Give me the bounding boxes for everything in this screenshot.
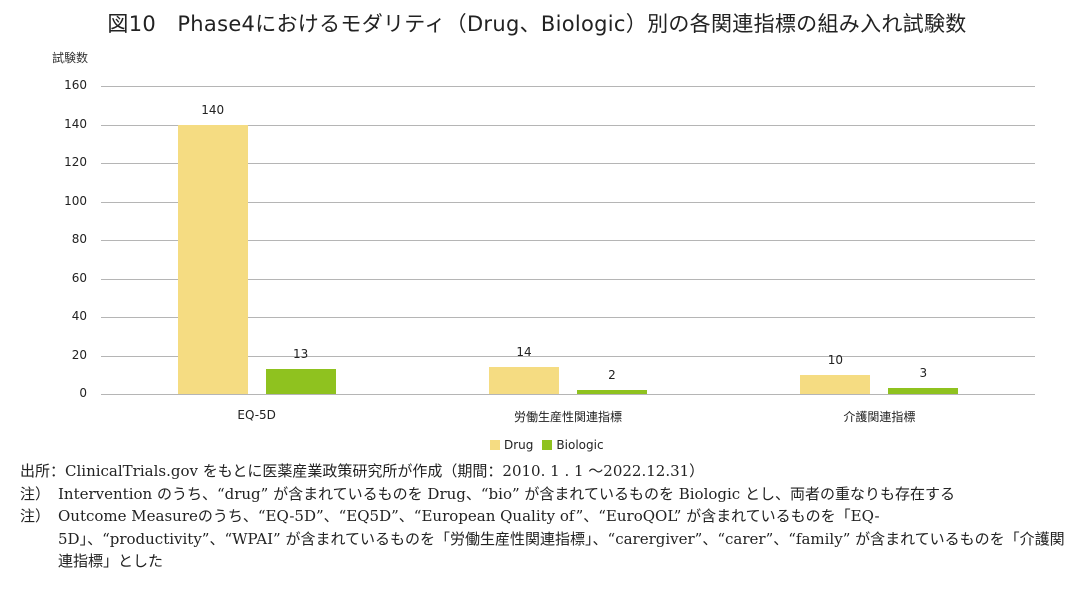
plot-area: 0 20 40 60 80 100 120 140 160 140 13 14 2 10 3 [64, 78, 1035, 400]
y-axis-label: 試験数 [52, 51, 89, 65]
note-2-text: Outcome Measureのうち、“EQ-5D”、“EQ5D”、“Europ… [58, 507, 1065, 570]
gridline [101, 124, 1035, 126]
gridline [101, 394, 1035, 395]
legend-label: Biologic [556, 438, 604, 452]
data-label: 14 [516, 345, 532, 360]
source-note: 出所：ClinicalTrials.gov をもとに医薬産業政策研究所が作成（期… [20, 462, 705, 480]
legend-label: Drug [504, 438, 534, 452]
data-label: 2 [608, 368, 616, 383]
x-category-label: EQ-5D [237, 408, 276, 422]
bar-drug [489, 367, 559, 394]
y-tick-label: 140 [64, 116, 87, 131]
data-label: 13 [293, 346, 309, 361]
gridline [101, 163, 1035, 164]
bar-biologic [577, 390, 647, 394]
gridline [101, 86, 1035, 87]
y-tick-label: 20 [71, 347, 87, 362]
note-1-prefix: 注） [20, 484, 51, 503]
chart-title: 図10 Phase4におけるモダリティ（Drug、Biologic）別の各関連指… [107, 12, 967, 36]
note-2: 注） Outcome Measureのうち、“EQ-5D”、“EQ5D”、“Eu… [20, 505, 1065, 573]
x-category-label: 労働生産性関連指標 [513, 410, 622, 424]
y-tick-label: 0 [79, 386, 87, 400]
gridline [101, 278, 1035, 280]
gridline [101, 240, 1035, 241]
data-label: 140 [201, 102, 225, 117]
footnotes: 出所：ClinicalTrials.gov をもとに医薬産業政策研究所が作成（期… [20, 460, 1065, 573]
note-1-text: Intervention のうち、“drug” が含まれているものを Drug、… [58, 484, 955, 503]
y-tick-label: 100 [64, 193, 87, 208]
note-2-prefix: 注） [20, 507, 51, 525]
gridline [101, 355, 1035, 357]
gridline [101, 201, 1035, 203]
y-tick-label: 160 [64, 78, 87, 92]
legend-item: Drug [490, 438, 533, 452]
data-label: 3 [919, 366, 928, 381]
y-tick-label: 120 [64, 155, 87, 169]
legend-swatch-icon [542, 440, 553, 450]
x-category-label: 介護関連指標 [843, 410, 916, 424]
data-label: 10 [827, 352, 843, 367]
legend: Drug Biologic [490, 438, 613, 452]
legend-item: Biologic [542, 438, 604, 452]
bar-biologic [888, 388, 959, 394]
note-1: 注） Intervention のうち、“drug” が含まれているものを Dr… [20, 483, 1065, 506]
bar-biologic [265, 368, 336, 394]
legend-swatch-icon [490, 440, 500, 450]
bar-drug [177, 124, 248, 394]
y-tick-label: 40 [71, 309, 87, 323]
y-tick-label: 60 [71, 270, 87, 285]
y-tick-label: 80 [71, 232, 87, 246]
gridline [101, 317, 1035, 318]
bar-drug [800, 374, 871, 394]
